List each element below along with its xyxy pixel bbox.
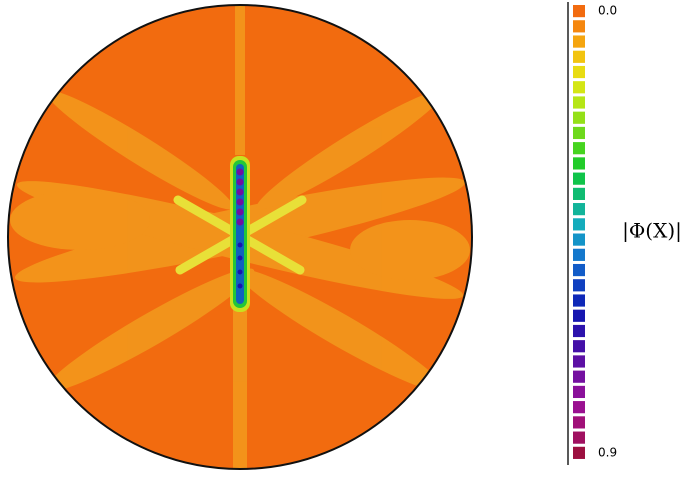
color-swatch [573, 157, 585, 170]
color-swatch [573, 401, 585, 414]
color-swatch [573, 385, 585, 399]
colorbar-tick-label: 0.0 [598, 4, 617, 18]
color-swatch [573, 142, 585, 155]
color-swatch [573, 309, 585, 322]
color-swatch [573, 5, 585, 18]
color-swatch [573, 65, 585, 79]
color-swatch [573, 370, 585, 383]
color-swatch [573, 431, 585, 444]
color-swatch [573, 20, 585, 33]
color-swatch [573, 187, 585, 200]
color-swatch [573, 50, 585, 63]
colorbar-tick-label: 0.9 [598, 445, 617, 459]
color-swatch [573, 172, 585, 185]
color-swatch [573, 35, 585, 48]
color-swatch [573, 96, 585, 109]
color-swatch [573, 355, 585, 368]
color-swatch [573, 203, 585, 216]
domain-boundary [7, 4, 473, 470]
color-swatch [573, 416, 585, 429]
color-swatch [573, 111, 585, 124]
color-swatch [573, 233, 585, 246]
color-swatch [573, 263, 585, 277]
color-swatch [573, 446, 585, 459]
color-swatch [573, 81, 585, 94]
color-swatch [573, 126, 585, 140]
color-swatch [573, 279, 585, 292]
color-swatch [573, 218, 585, 231]
central-feature [173, 156, 307, 312]
color-swatch [573, 294, 585, 307]
color-swatch [573, 324, 585, 338]
colorbar-label: |Φ(X)| [622, 219, 681, 244]
color-swatch [573, 340, 585, 353]
color-swatch [573, 248, 585, 261]
